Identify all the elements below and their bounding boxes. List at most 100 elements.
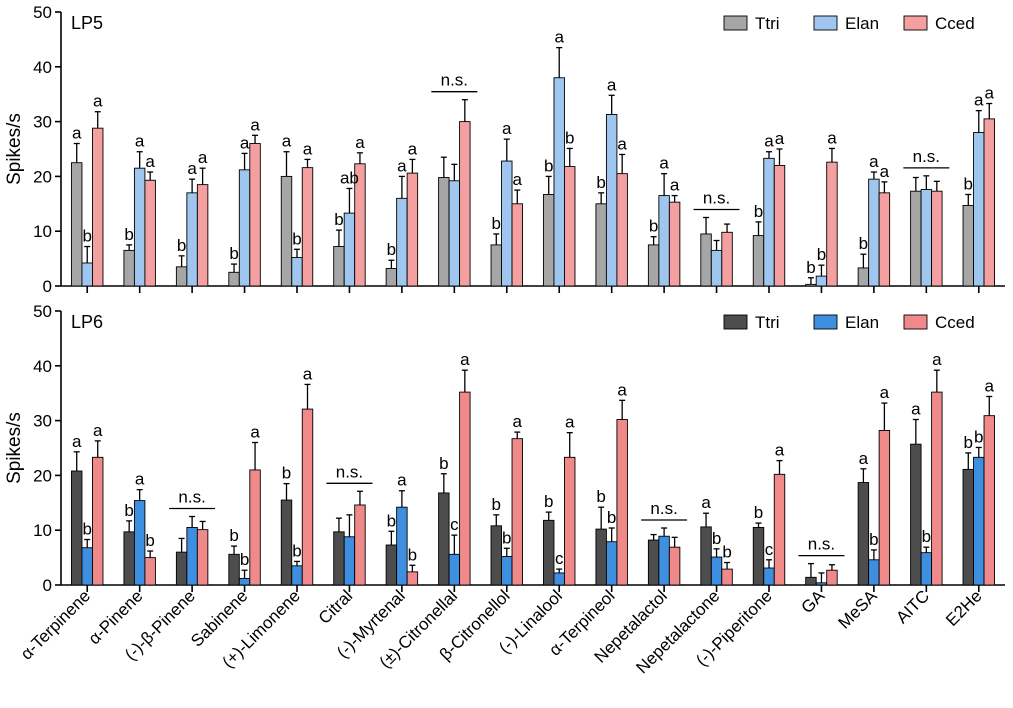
- x-category-label: α-Terpinene: [17, 586, 94, 663]
- bar-elan: [868, 178, 880, 287]
- legend-swatch-elan: [813, 314, 838, 330]
- significance-label: b: [869, 530, 878, 549]
- significance-label: b: [544, 156, 553, 175]
- bar-ttri: [805, 576, 817, 586]
- significance-label: a: [554, 28, 564, 47]
- bar-elan: [658, 535, 670, 586]
- bar-ttri: [71, 470, 83, 586]
- significance-label: a: [880, 383, 890, 402]
- legend-swatch-cced: [903, 15, 928, 31]
- y-axis-label: Spikes/s: [4, 412, 25, 484]
- bar-cced: [931, 391, 943, 586]
- significance-label: b: [859, 234, 868, 253]
- y-tick-label: 20: [33, 167, 52, 186]
- significance-label: b: [229, 244, 238, 263]
- legend-swatch-ttri: [723, 314, 748, 330]
- significance-label: b: [607, 508, 616, 527]
- bar-elan: [291, 565, 303, 586]
- bar-ttri: [857, 267, 870, 287]
- bar-cced: [826, 161, 838, 287]
- bar-elan: [920, 552, 933, 586]
- significance-label: a: [932, 350, 942, 369]
- bar-ttri: [647, 539, 660, 586]
- panel-label: LP5: [71, 13, 103, 33]
- significance-label: a: [502, 119, 512, 138]
- significance-label: b: [82, 227, 91, 246]
- y-tick-label: 50: [33, 302, 52, 321]
- legend-label-ttri: Ttri: [755, 14, 780, 33]
- significance-label: a: [827, 128, 837, 147]
- significance-label: a: [859, 449, 869, 468]
- bar-ttri: [71, 162, 83, 287]
- bar-elan: [186, 192, 198, 287]
- bar-cced: [983, 415, 995, 586]
- bar-ttri: [910, 190, 922, 287]
- significance-label: a: [985, 84, 995, 103]
- significance-label: a: [135, 470, 145, 489]
- significance-label: a: [145, 152, 155, 171]
- bar-cced: [878, 192, 891, 287]
- significance-label: a: [282, 132, 292, 151]
- significance-label: a: [198, 148, 208, 167]
- bar-cced: [92, 127, 104, 287]
- significance-label: a: [617, 380, 627, 399]
- bar-elan: [396, 197, 408, 287]
- significance-label: b: [502, 528, 511, 547]
- significance-label: b: [596, 173, 605, 192]
- bar-ttri: [175, 266, 188, 287]
- bar-cced: [668, 546, 681, 586]
- bar-elan: [553, 572, 565, 586]
- bar-cced: [826, 569, 838, 586]
- bar-cced: [196, 529, 209, 586]
- significance-label: c: [555, 549, 564, 568]
- bar-elan: [605, 114, 618, 287]
- significance-label: b: [922, 527, 931, 546]
- bar-cced: [721, 231, 733, 287]
- bar-ttri: [857, 482, 870, 586]
- significance-label: a: [513, 170, 523, 189]
- bar-cced: [616, 419, 628, 586]
- bar-elan: [396, 506, 408, 586]
- significance-label: a: [565, 413, 575, 432]
- bar-cced: [301, 167, 314, 287]
- significance-label: a: [397, 471, 407, 490]
- bar-cced: [92, 456, 104, 586]
- bar-elan: [920, 189, 933, 287]
- x-category-label: E2He: [942, 586, 986, 630]
- bar-cced: [773, 473, 786, 586]
- bar-elan: [343, 536, 356, 586]
- bar-cced: [406, 172, 419, 287]
- significance-label: b: [124, 225, 133, 244]
- legend-label-cced: Cced: [935, 14, 975, 33]
- x-category-label: MeSA: [835, 586, 882, 633]
- bar-elan: [291, 257, 303, 287]
- significance-label: a: [250, 423, 260, 442]
- bar-elan: [343, 212, 356, 287]
- significance-label: n.s.: [913, 147, 940, 166]
- significance-label: a: [513, 412, 523, 431]
- significance-label: ab: [340, 168, 359, 187]
- bar-elan: [448, 553, 461, 586]
- bar-cced: [406, 571, 419, 586]
- bar-elan: [815, 582, 828, 586]
- significance-label: a: [408, 139, 418, 158]
- bar-cced: [459, 121, 471, 287]
- significance-label: a: [869, 152, 879, 171]
- x-category-label: AITC: [892, 586, 933, 627]
- bar-cced: [616, 173, 628, 287]
- significance-label: b: [806, 258, 815, 277]
- bar-elan: [710, 556, 723, 586]
- bar-elan: [658, 195, 670, 287]
- significance-label: b: [408, 545, 417, 564]
- y-tick-label: 30: [33, 113, 52, 132]
- y-tick-label: 10: [33, 521, 52, 540]
- y-tick-label: 40: [33, 58, 52, 77]
- significance-label: a: [303, 364, 313, 383]
- significance-label: b: [544, 492, 553, 511]
- bar-elan: [605, 541, 618, 586]
- bar-ttri: [175, 551, 188, 586]
- significance-label: b: [82, 520, 91, 539]
- bar-elan: [763, 157, 775, 287]
